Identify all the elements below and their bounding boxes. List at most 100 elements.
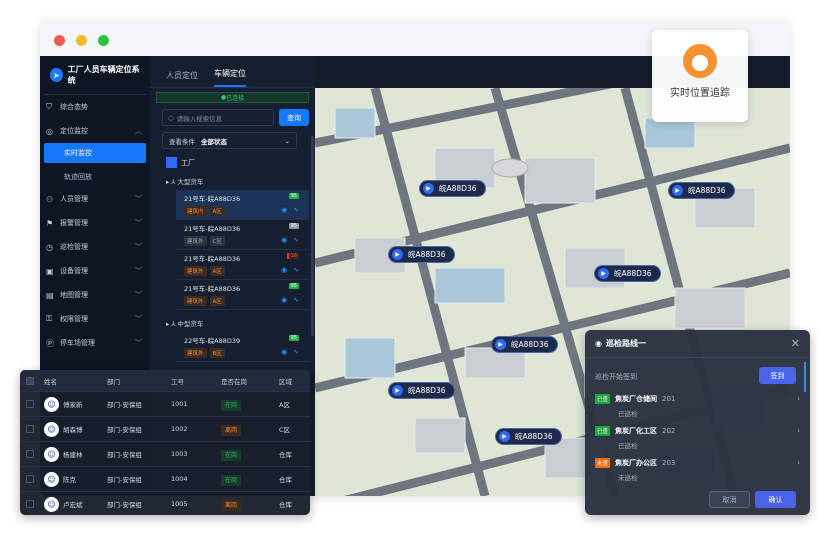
sidebar-item[interactable]: ⚑ 报警管理 ﹀ [40,211,150,235]
vehicle-marker[interactable]: ▶ 皖A88D36 [388,246,455,263]
sidebar-item[interactable]: ▤ 地图管理 ﹀ [40,283,150,307]
sidebar-item-realtime[interactable]: 实时监控 [44,143,146,163]
vehicle-item[interactable]: 21号车-皖A88D36 建筑外 A区 95 ◉ ∿ [176,280,309,310]
close-window-dot[interactable] [54,35,65,46]
badge-label: 实时位置追踪 [670,88,730,99]
navigation-arrow-icon: ➤ [50,68,63,82]
tab-vehicle[interactable]: 车辆定位 [214,68,246,87]
label: 地图管理 [60,291,88,299]
battery-level: 95 [288,335,299,341]
folder-icon [166,157,177,168]
maximize-window-dot[interactable] [98,35,109,46]
vehicle-tag: 建筑外 [184,266,207,276]
check-tag: 未查 [595,458,611,468]
row-checkbox[interactable] [26,425,34,433]
status-badge: 在岗 [221,449,242,461]
avatar: ☺ [44,396,59,412]
query-button[interactable]: 查询 [279,109,309,126]
vehicle-marker[interactable]: ▶ 皖A88D36 [594,265,661,282]
vehicle-tag: A区 [209,206,225,216]
eye-icon[interactable]: ◉ [281,266,288,274]
vehicle-tag: 建筑外 [184,236,207,246]
person-name: 胡森博 [63,426,83,434]
vehicle-item[interactable]: 21号车-皖A88D36 建筑外 A区 16 ◉ ∿ [176,250,309,280]
sidebar-item[interactable]: ⚿ 权限管理 ﹀ [40,307,150,331]
person-name: 杨建林 [63,451,83,459]
cancel-button[interactable]: 取消 [709,491,750,508]
filter-label: 查看条件 [169,137,195,146]
table-row[interactable]: ☺ 傅家新 部门-安保组 1001 在岗 A区 [20,392,310,417]
status-filter-select[interactable]: 查看条件 全部状态 ⌄ [162,132,297,149]
vehicle-marker[interactable]: ▶ 皖A88D36 [668,182,735,199]
confirm-button[interactable]: 确认 [755,491,796,508]
minimize-window-dot[interactable] [76,35,87,46]
vehicle-marker[interactable]: ▶ 皖A88D36 [388,382,455,399]
vehicle-item[interactable]: 21号车-皖A88D36 建筑内 A区 95 ◉ ∿ [176,190,309,220]
patrol-point[interactable]: 已查 焦炭厂仓储间 201 › [595,394,800,404]
track-icon[interactable]: ∿ [293,296,299,304]
vehicle-group[interactable]: ▸ ⅄ 中型货车 [166,320,204,328]
parking-icon: Ⓟ [46,338,54,348]
sidebar-item-track-playback[interactable]: 轨迹回放 [64,173,92,181]
chevron-down-icon: ﹀ [135,219,142,227]
patrol-point[interactable]: 未查 焦炭厂办公区 203 › [595,458,800,468]
track-icon[interactable]: ∿ [293,206,299,214]
table-row[interactable]: ☺ 陈克 部门-安保组 1004 在岗 仓库 [20,467,310,492]
label: 设备管理 [60,267,88,275]
building [644,117,696,149]
tab-personnel[interactable]: 人员定位 [166,71,198,80]
sidebar-item[interactable]: ◷ 巡检管理 ﹀ [40,235,150,259]
row-checkbox[interactable] [26,450,34,458]
patrol-point[interactable]: 已查 焦炭厂化工区 202 › [595,426,800,436]
row-checkbox[interactable] [26,500,34,508]
track-icon[interactable]: ∿ [293,236,299,244]
avatar: ☺ [44,471,59,487]
eye-icon[interactable]: ◉ [281,206,288,214]
tree-root[interactable]: 工厂 [166,157,315,168]
vehicle-item[interactable]: 22号车-皖A88D39 建筑外 B区 95 ◉ ∿ [176,332,309,362]
filter-value: 全部状态 [201,137,227,146]
sidebar-item-location-monitor[interactable]: ◎ 定位监控 ︿ [40,119,150,143]
vehicle-tag: A区 [209,296,225,306]
building [674,287,746,329]
close-icon[interactable]: ✕ [790,337,800,350]
sidebar-item[interactable]: ▣ 设备管理 ﹀ [40,259,150,283]
eye-icon[interactable]: ◉ [281,348,288,356]
truck-icon: ▶ [598,268,609,279]
status-badge: 在岗 [221,474,242,486]
track-icon[interactable]: ∿ [293,266,299,274]
patrol-dialog: ◉ 巡检路线一 ✕ 巡检开始签到 签到 已查 焦炭厂仓储间 201 › 已巡检 已查 焦炭厂化工… [585,330,810,515]
point-name: 焦炭厂仓储间 [615,395,658,403]
dialog-scrollbar[interactable] [804,362,806,392]
row-checkbox[interactable] [26,475,34,483]
track-icon[interactable]: ∿ [293,348,299,356]
row-checkbox[interactable] [26,400,34,408]
vehicle-group[interactable]: ▸ ⅄ 大型货车 [166,178,204,186]
vehicle-item[interactable]: 21号车-皖A88D36 建筑外 C区 95 ◉ ∿ [176,220,309,250]
signin-button[interactable]: 签到 [759,367,796,384]
vehicle-name: 21号车-皖A88D36 [184,195,241,203]
eye-icon[interactable]: ◉ [281,236,288,244]
dept: 部门-安保组 [107,451,142,459]
vehicle-marker[interactable]: ▶ 皖A88D36 [495,428,562,445]
point-number: 201 [662,395,676,403]
table-row[interactable]: ☺ 胡森博 部门-安保组 1002 离岗 C区 [20,417,310,442]
eye-icon[interactable]: ◉ [281,296,288,304]
sidebar-item[interactable]: Ⓟ 停车场管理 ﹀ [40,331,150,355]
search-input[interactable]: ○ 请输入搜索信息 [162,109,274,126]
check-tag: 已查 [595,426,611,436]
table-row[interactable]: ☺ 杨建林 部门-安保组 1003 在岗 仓库 [20,442,310,467]
shield-icon: ⛉ [46,102,52,111]
sidebar-item[interactable]: ⚇ 人员管理 ﹀ [40,187,150,211]
table-row[interactable]: ☺ 卢宏斌 部门-安保组 1005 离岗 仓库 [20,492,310,515]
scrollbar[interactable] [311,136,314,336]
vehicle-marker[interactable]: ▶ 皖A88D36 [491,336,558,353]
vehicle-marker[interactable]: ▶ 皖A88D36 [419,180,486,197]
battery-level: 16 [286,253,299,259]
group-name: 大型货车 [177,178,204,186]
select-all-checkbox[interactable] [26,376,34,385]
point-number: 203 [662,459,676,467]
truck-icon: ▶ [392,385,403,396]
truck-icon: ▶ [495,339,506,350]
sidebar-item-overview[interactable]: ⛉ 综合态势 [40,95,150,119]
